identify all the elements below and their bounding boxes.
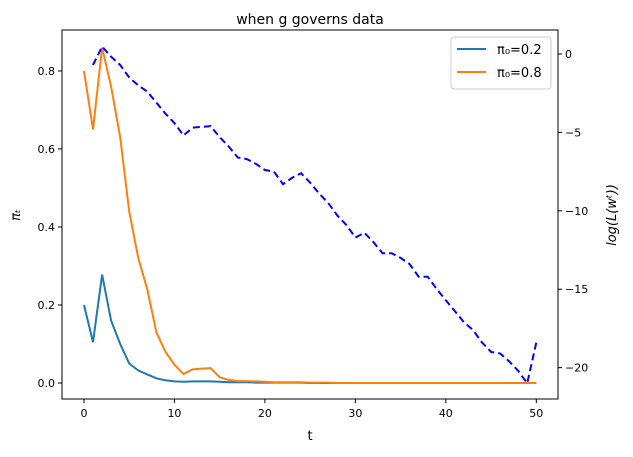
y-tick-label: 0.4 — [38, 221, 56, 234]
legend-label-pi0-0.8: π₀=0.8 — [497, 66, 542, 81]
y-tick-label: 0.8 — [38, 65, 56, 78]
plot-frame — [61, 29, 559, 400]
x-tick-label: 10 — [167, 407, 181, 420]
y-tick-label: 0.2 — [38, 299, 56, 312]
x-tick-label: 30 — [348, 407, 362, 420]
y-tick-label-right: 0 — [565, 48, 572, 61]
series-line-0 — [83, 274, 537, 384]
y-tick-label-right: −10 — [565, 205, 588, 218]
y-tick-label: 0.6 — [38, 143, 56, 156]
plot-area — [83, 44, 538, 386]
series-line-2 — [92, 44, 538, 386]
y-axis-label-left: πₜ — [9, 209, 24, 221]
legend: π₀=0.2 π₀=0.8 — [450, 36, 552, 90]
x-tick-label: 40 — [439, 407, 453, 420]
y-axis-label-right: log(L(wᵗ)) — [605, 184, 620, 246]
y-tick-label-right: −15 — [565, 283, 588, 296]
x-axis: 0 10 20 30 40 50 — [80, 399, 543, 420]
y-tick-label: 0.0 — [38, 377, 56, 390]
x-axis-label: t — [307, 429, 312, 444]
x-tick-label: 50 — [529, 407, 543, 420]
y-axis-right: 0 −5 −10 −15 −20 — [558, 48, 588, 375]
x-tick-label: 20 — [258, 407, 272, 420]
y-tick-label-right: −20 — [565, 362, 588, 375]
x-tick-label: 0 — [80, 407, 87, 420]
chart-title: when g governs data — [236, 12, 384, 28]
legend-label-pi0-0.2: π₀=0.2 — [497, 43, 542, 58]
y-axis-left: 0.0 0.2 0.4 0.6 0.8 — [38, 65, 62, 390]
series-line-1 — [83, 47, 537, 384]
y-tick-label-right: −5 — [565, 126, 581, 139]
